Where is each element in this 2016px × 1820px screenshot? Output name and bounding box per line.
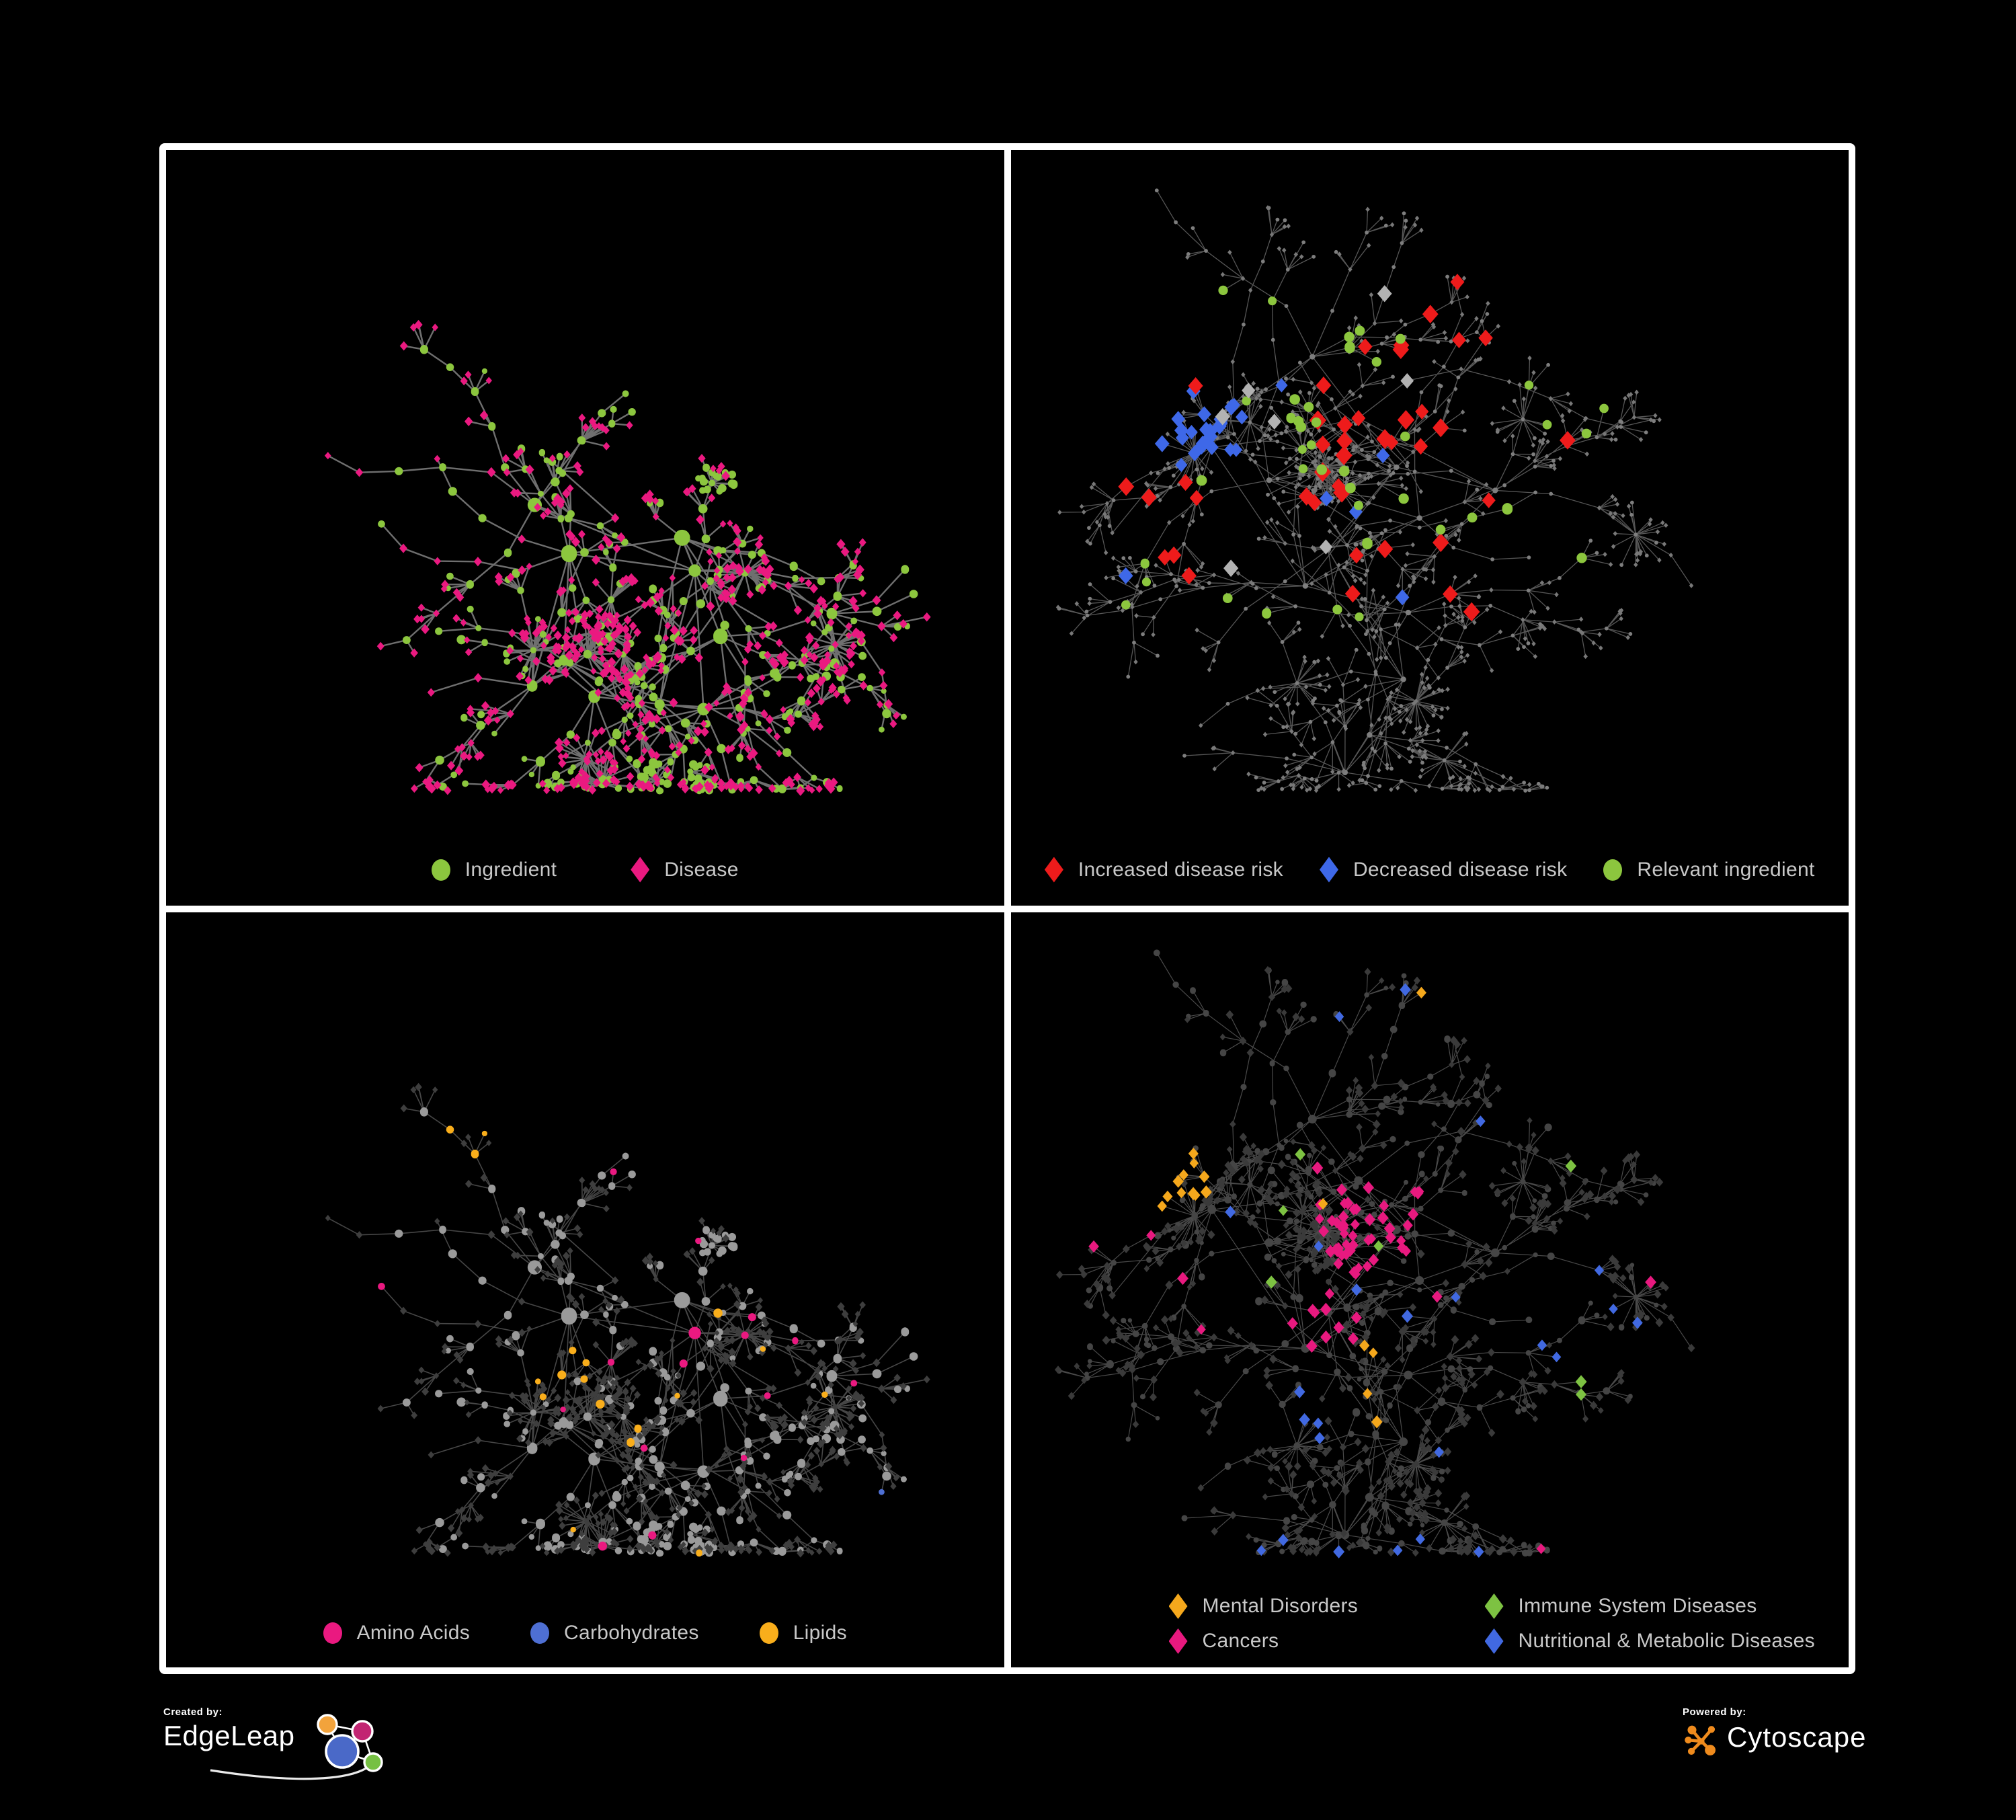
highlighted-nodes: [1117, 274, 1576, 622]
cytoscape-wordmark: Cytoscape: [1727, 1721, 1867, 1753]
disease-risk-graph: [1055, 188, 1693, 793]
highlighted-nodes: [1118, 378, 1409, 606]
graph-nodes: [395, 1107, 918, 1557]
highlighted-nodes: [879, 1489, 885, 1495]
ingredient-disease-graph: [324, 319, 931, 796]
panel-disease-categories: Mental Disorders Immune System Diseases Ca…: [1010, 912, 1849, 1667]
cytoscape-logo-icon: [1685, 1725, 1716, 1755]
edgeleap-logo-icon: [210, 1714, 383, 1780]
graph-nodes: [1054, 965, 1695, 1556]
panel-ingredient-disease: Ingredient Disease: [166, 150, 1004, 906]
edgeleap-credit: Created by: EdgeLeap: [163, 1706, 399, 1785]
ingredient-class-graph: [325, 1082, 930, 1558]
cytoscape-credit: Powered by: Cytosc: [1683, 1706, 1866, 1759]
panel-grid: Ingredient Disease Increased disease risk…: [159, 143, 1855, 1674]
graph-nodes: [325, 1082, 930, 1558]
disease-category-graph: [1054, 949, 1695, 1558]
graph-nodes: [1055, 205, 1693, 793]
graph-nodes: [324, 319, 931, 796]
powered-by-label: Powered by:: [1683, 1706, 1746, 1718]
panel-ingredient-classes: Amino Acids Carbohydrates Lipids: [166, 912, 1004, 1667]
highlighted-nodes: [1088, 1160, 1656, 1554]
created-by-label: Created by:: [163, 1706, 223, 1718]
edgeleap-wordmark: EdgeLeap: [163, 1720, 295, 1751]
panel-disease-risk: Increased disease risk Decreased disease …: [1010, 150, 1849, 906]
